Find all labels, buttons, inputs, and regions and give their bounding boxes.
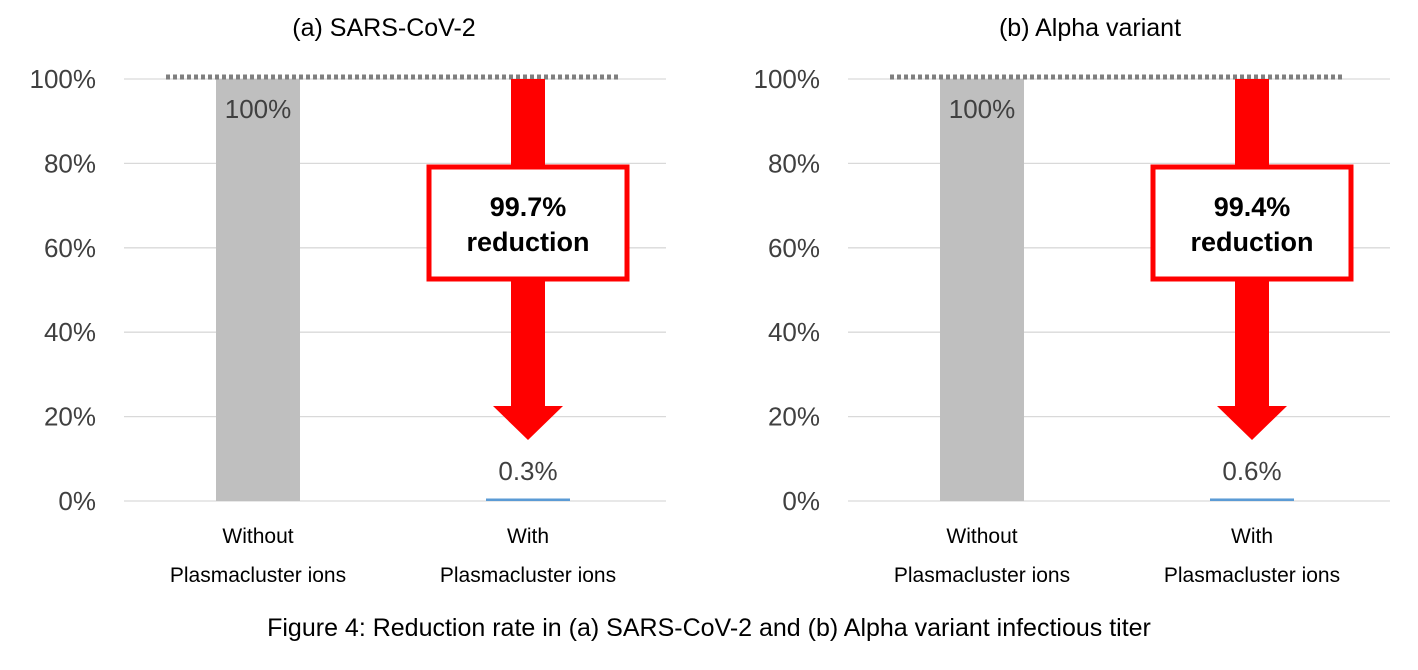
y-tick-label: 60%	[44, 233, 96, 263]
x-category-label-line: Without	[946, 525, 1017, 548]
annotation-label: reduction	[1190, 227, 1313, 257]
data-label: 0.6%	[1222, 456, 1281, 486]
y-tick-label: 80%	[44, 148, 96, 178]
x-category-label-line: With	[507, 525, 549, 548]
chart-title: (a) SARS-CoV-2	[292, 14, 475, 42]
data-label: 100%	[225, 94, 292, 124]
data-label: 0.3%	[498, 456, 557, 486]
y-tick-label: 20%	[768, 402, 820, 432]
annotation-box	[1150, 164, 1354, 282]
x-category-label-line: With	[1231, 525, 1273, 548]
bar-with	[486, 498, 570, 501]
bar-without	[216, 79, 300, 501]
annotation-box	[426, 164, 630, 282]
chart-title: (b) Alpha variant	[999, 14, 1181, 42]
y-tick-label: 40%	[768, 317, 820, 347]
y-tick-label: 60%	[768, 233, 820, 263]
x-category-label-line: Plasmacluster ions	[170, 564, 346, 587]
y-tick-label: 40%	[44, 317, 96, 347]
chart-panel-b: (b) Alpha variant 0% 20% 40% 60% 80% 100% 99.4%…	[754, 14, 1390, 587]
figure-caption: Figure 4: Reduction rate in (a) SARS-CoV…	[267, 614, 1151, 642]
y-tick-label: 0%	[782, 486, 820, 516]
y-tick-label: 20%	[44, 402, 96, 432]
x-category-label: Without Plasmacluster ions	[170, 525, 346, 587]
y-tick-label: 100%	[30, 64, 97, 94]
y-tick-label: 100%	[754, 64, 821, 94]
y-tick-label: 0%	[58, 486, 96, 516]
y-tick-label: 80%	[768, 148, 820, 178]
x-category-label-line: Plasmacluster ions	[894, 564, 1070, 587]
bar-without	[940, 79, 1024, 501]
x-category-label-line: Plasmacluster ions	[440, 564, 616, 587]
annotation-label: reduction	[466, 227, 589, 257]
annotation-percent: 99.4%	[1214, 192, 1291, 222]
x-category-label: Without Plasmacluster ions	[894, 525, 1070, 587]
x-category-label: With Plasmacluster ions	[440, 525, 616, 587]
x-category-label-line: Without	[222, 525, 293, 548]
data-label: 100%	[949, 94, 1016, 124]
bar-with	[1210, 498, 1294, 501]
x-category-label: With Plasmacluster ions	[1164, 525, 1340, 587]
chart-panel-a: (a) SARS-CoV-2 0% 20% 40% 60% 80% 100% 99.7% red…	[30, 14, 666, 587]
x-category-label-line: Plasmacluster ions	[1164, 564, 1340, 587]
annotation-percent: 99.7%	[490, 192, 567, 222]
